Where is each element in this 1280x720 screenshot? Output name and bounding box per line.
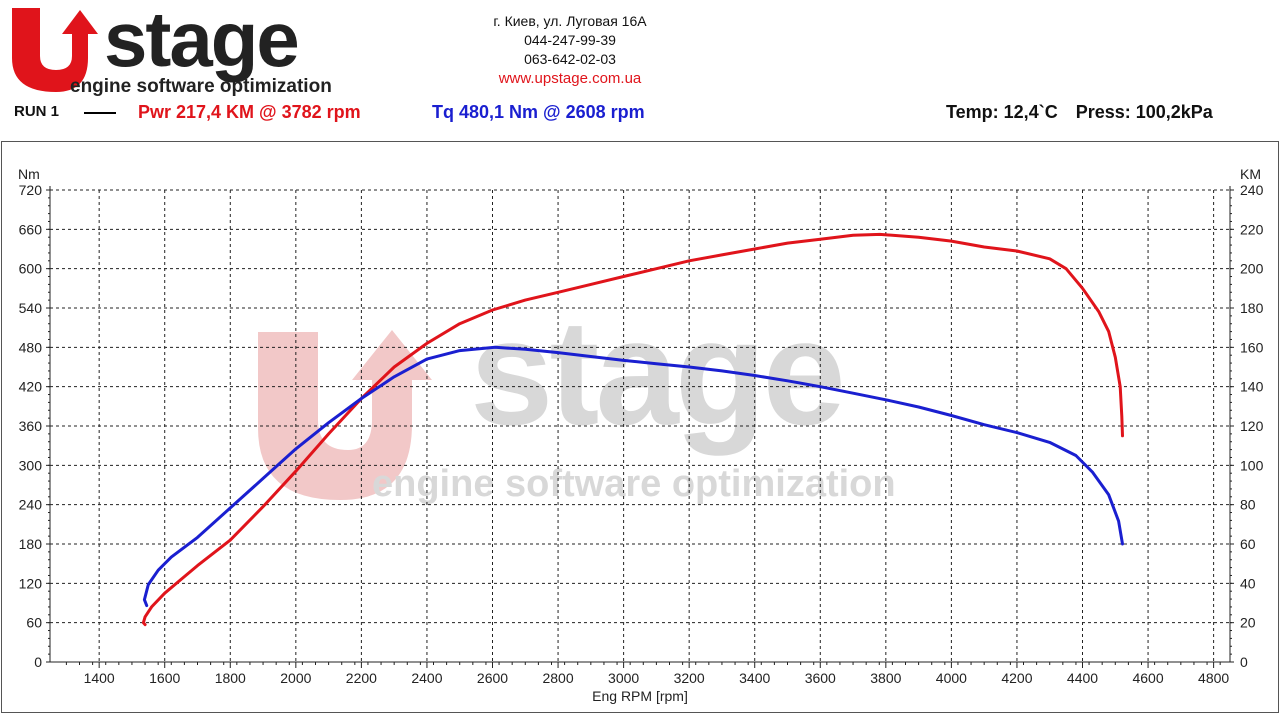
torque-peak-text: Tq 480,1 Nm @ 2608 rpm (432, 102, 645, 122)
x-tick-label: 2600 (477, 670, 508, 686)
left-tick-label: 660 (19, 221, 43, 237)
x-tick-label: 3200 (674, 670, 705, 686)
left-axis-label: Nm (18, 166, 40, 182)
right-tick-label: 120 (1240, 418, 1264, 434)
watermark-wordmark: stage (470, 288, 842, 456)
left-tick-label: 0 (34, 654, 42, 670)
x-axis-label: Eng RPM [rpm] (592, 688, 688, 704)
x-tick-label: 3000 (608, 670, 639, 686)
x-tick-label: 3400 (739, 670, 770, 686)
temperature-text: Temp: 12,4`C (946, 102, 1058, 122)
run-line-legend (84, 112, 116, 114)
x-tick-label: 4800 (1198, 670, 1229, 686)
left-tick-label: 600 (19, 261, 43, 277)
right-tick-label: 40 (1240, 575, 1256, 591)
left-tick-label: 540 (19, 300, 43, 316)
chart-frame (1, 141, 1279, 713)
right-tick-label: 100 (1240, 457, 1264, 473)
x-tick-label: 4000 (936, 670, 967, 686)
left-tick-label: 180 (19, 536, 43, 552)
logo-tagline: engine software optimization (70, 76, 332, 96)
right-tick-label: 0 (1240, 654, 1248, 670)
x-tick-label: 4200 (1001, 670, 1032, 686)
upstage-logo: stage engine software optimization (12, 4, 332, 96)
x-tick-label: 2800 (542, 670, 573, 686)
right-tick-label: 140 (1240, 379, 1264, 395)
power-peak-text: Pwr 217,4 KM @ 3782 rpm (138, 102, 361, 122)
contact-block: г. Киев, ул. Луговая 16А 044-247-99-39 0… (440, 12, 700, 88)
logo-wordmark: stage (104, 4, 298, 83)
left-tick-label: 300 (19, 457, 43, 473)
left-tick-label: 360 (19, 418, 43, 434)
right-tick-label: 180 (1240, 300, 1264, 316)
x-tick-label: 4400 (1067, 670, 1098, 686)
phone-1: 044-247-99-39 (524, 32, 616, 48)
right-tick-label: 80 (1240, 497, 1256, 513)
left-tick-label: 60 (26, 615, 42, 631)
torque-curve (142, 345, 1124, 608)
series-layer (141, 232, 1124, 627)
x-tick-label: 2000 (280, 670, 311, 686)
x-tick-label: 2400 (411, 670, 442, 686)
pressure-text: Press: 100,2kPa (1075, 102, 1213, 122)
x-tick-label: 1400 (84, 670, 115, 686)
right-tick-label: 240 (1240, 182, 1264, 198)
grid (50, 189, 1230, 662)
logo-u-mark (12, 8, 98, 92)
watermark-logo: stage engine software optimization (258, 288, 896, 505)
axes: 0 60 120 180 240 300 360 420 480 540 600 660 720 0 20 4… (19, 182, 1264, 686)
left-tick-label: 240 (19, 497, 43, 513)
x-tick-label: 3800 (870, 670, 901, 686)
right-tick-label: 220 (1240, 221, 1264, 237)
left-tick-label: 480 (19, 339, 43, 355)
x-tick-label: 1600 (149, 670, 180, 686)
left-tick-label: 720 (19, 182, 43, 198)
x-tick-label: 1800 (215, 670, 246, 686)
x-tick-label: 2200 (346, 670, 377, 686)
right-axis-label: KM (1240, 166, 1261, 182)
run-label: RUN 1 (14, 103, 60, 120)
right-tick-label: 60 (1240, 536, 1256, 552)
power-curve (141, 232, 1124, 627)
right-tick-label: 160 (1240, 339, 1264, 355)
left-tick-label: 120 (19, 575, 43, 591)
conditions: Temp: 12,4`C Press: 100,2kPa (946, 100, 1231, 124)
phone-2: 063-642-02-03 (524, 51, 616, 67)
left-tick-label: 420 (19, 379, 43, 395)
watermark-tagline: engine software optimization (372, 463, 896, 505)
x-tick-label: 3600 (805, 670, 836, 686)
website-link[interactable]: www.upstage.com.ua (498, 70, 642, 87)
right-tick-label: 200 (1240, 261, 1264, 277)
address-text: г. Киев, ул. Луговая 16А (493, 13, 647, 29)
right-tick-label: 20 (1240, 615, 1256, 631)
x-tick-label: 4600 (1132, 670, 1163, 686)
